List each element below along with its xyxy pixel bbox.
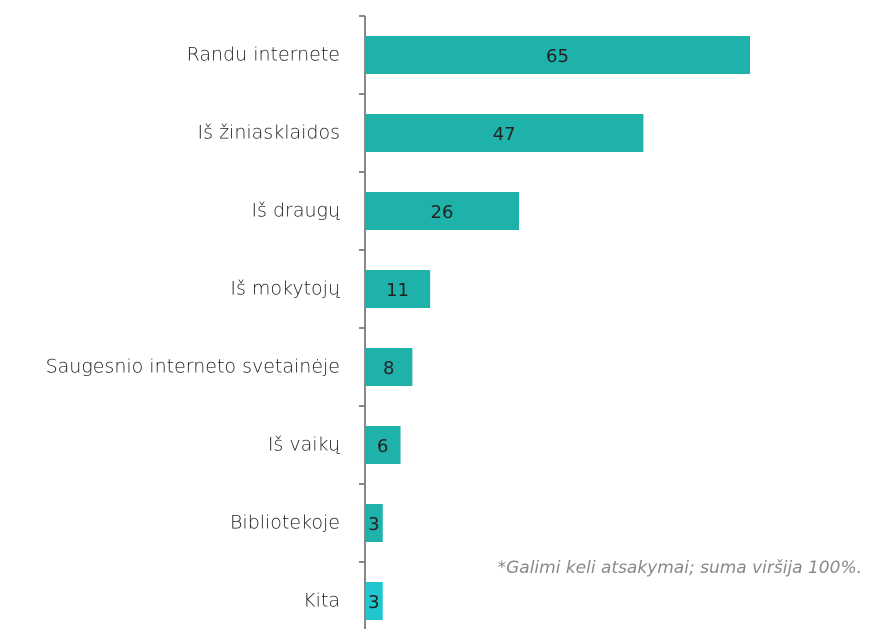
data-label: 47 [493,124,516,145]
y-tick-label: Iš mokytojų [230,278,341,300]
bar [365,270,431,308]
data-label: 26 [431,202,454,223]
data-label: 8 [383,358,394,379]
data-label: 65 [546,46,569,67]
data-label: 11 [386,280,409,301]
bar [365,36,750,74]
bar [365,426,401,464]
bar [365,348,413,386]
data-label: 3 [368,514,379,535]
bar [365,504,383,542]
y-tick-label: Randu internete [187,44,340,66]
bar [365,192,519,230]
y-tick-label: Iš draugų [251,200,341,222]
y-tick-label: Bibliotekoje [230,512,340,534]
annotation: *Galimi keli atsakymai; suma viršija 100… [498,558,862,578]
bar [365,114,644,152]
y-tick-label: Iš žiniasklaidos [198,122,340,144]
y-tick-label: Kita [303,590,340,612]
bar [365,582,383,620]
y-tick-label: Iš vaikų [268,434,341,456]
data-label: 3 [368,592,379,613]
y-tick-label: Saugesnio interneto svetainėje [46,356,340,378]
data-label: 6 [377,436,388,457]
